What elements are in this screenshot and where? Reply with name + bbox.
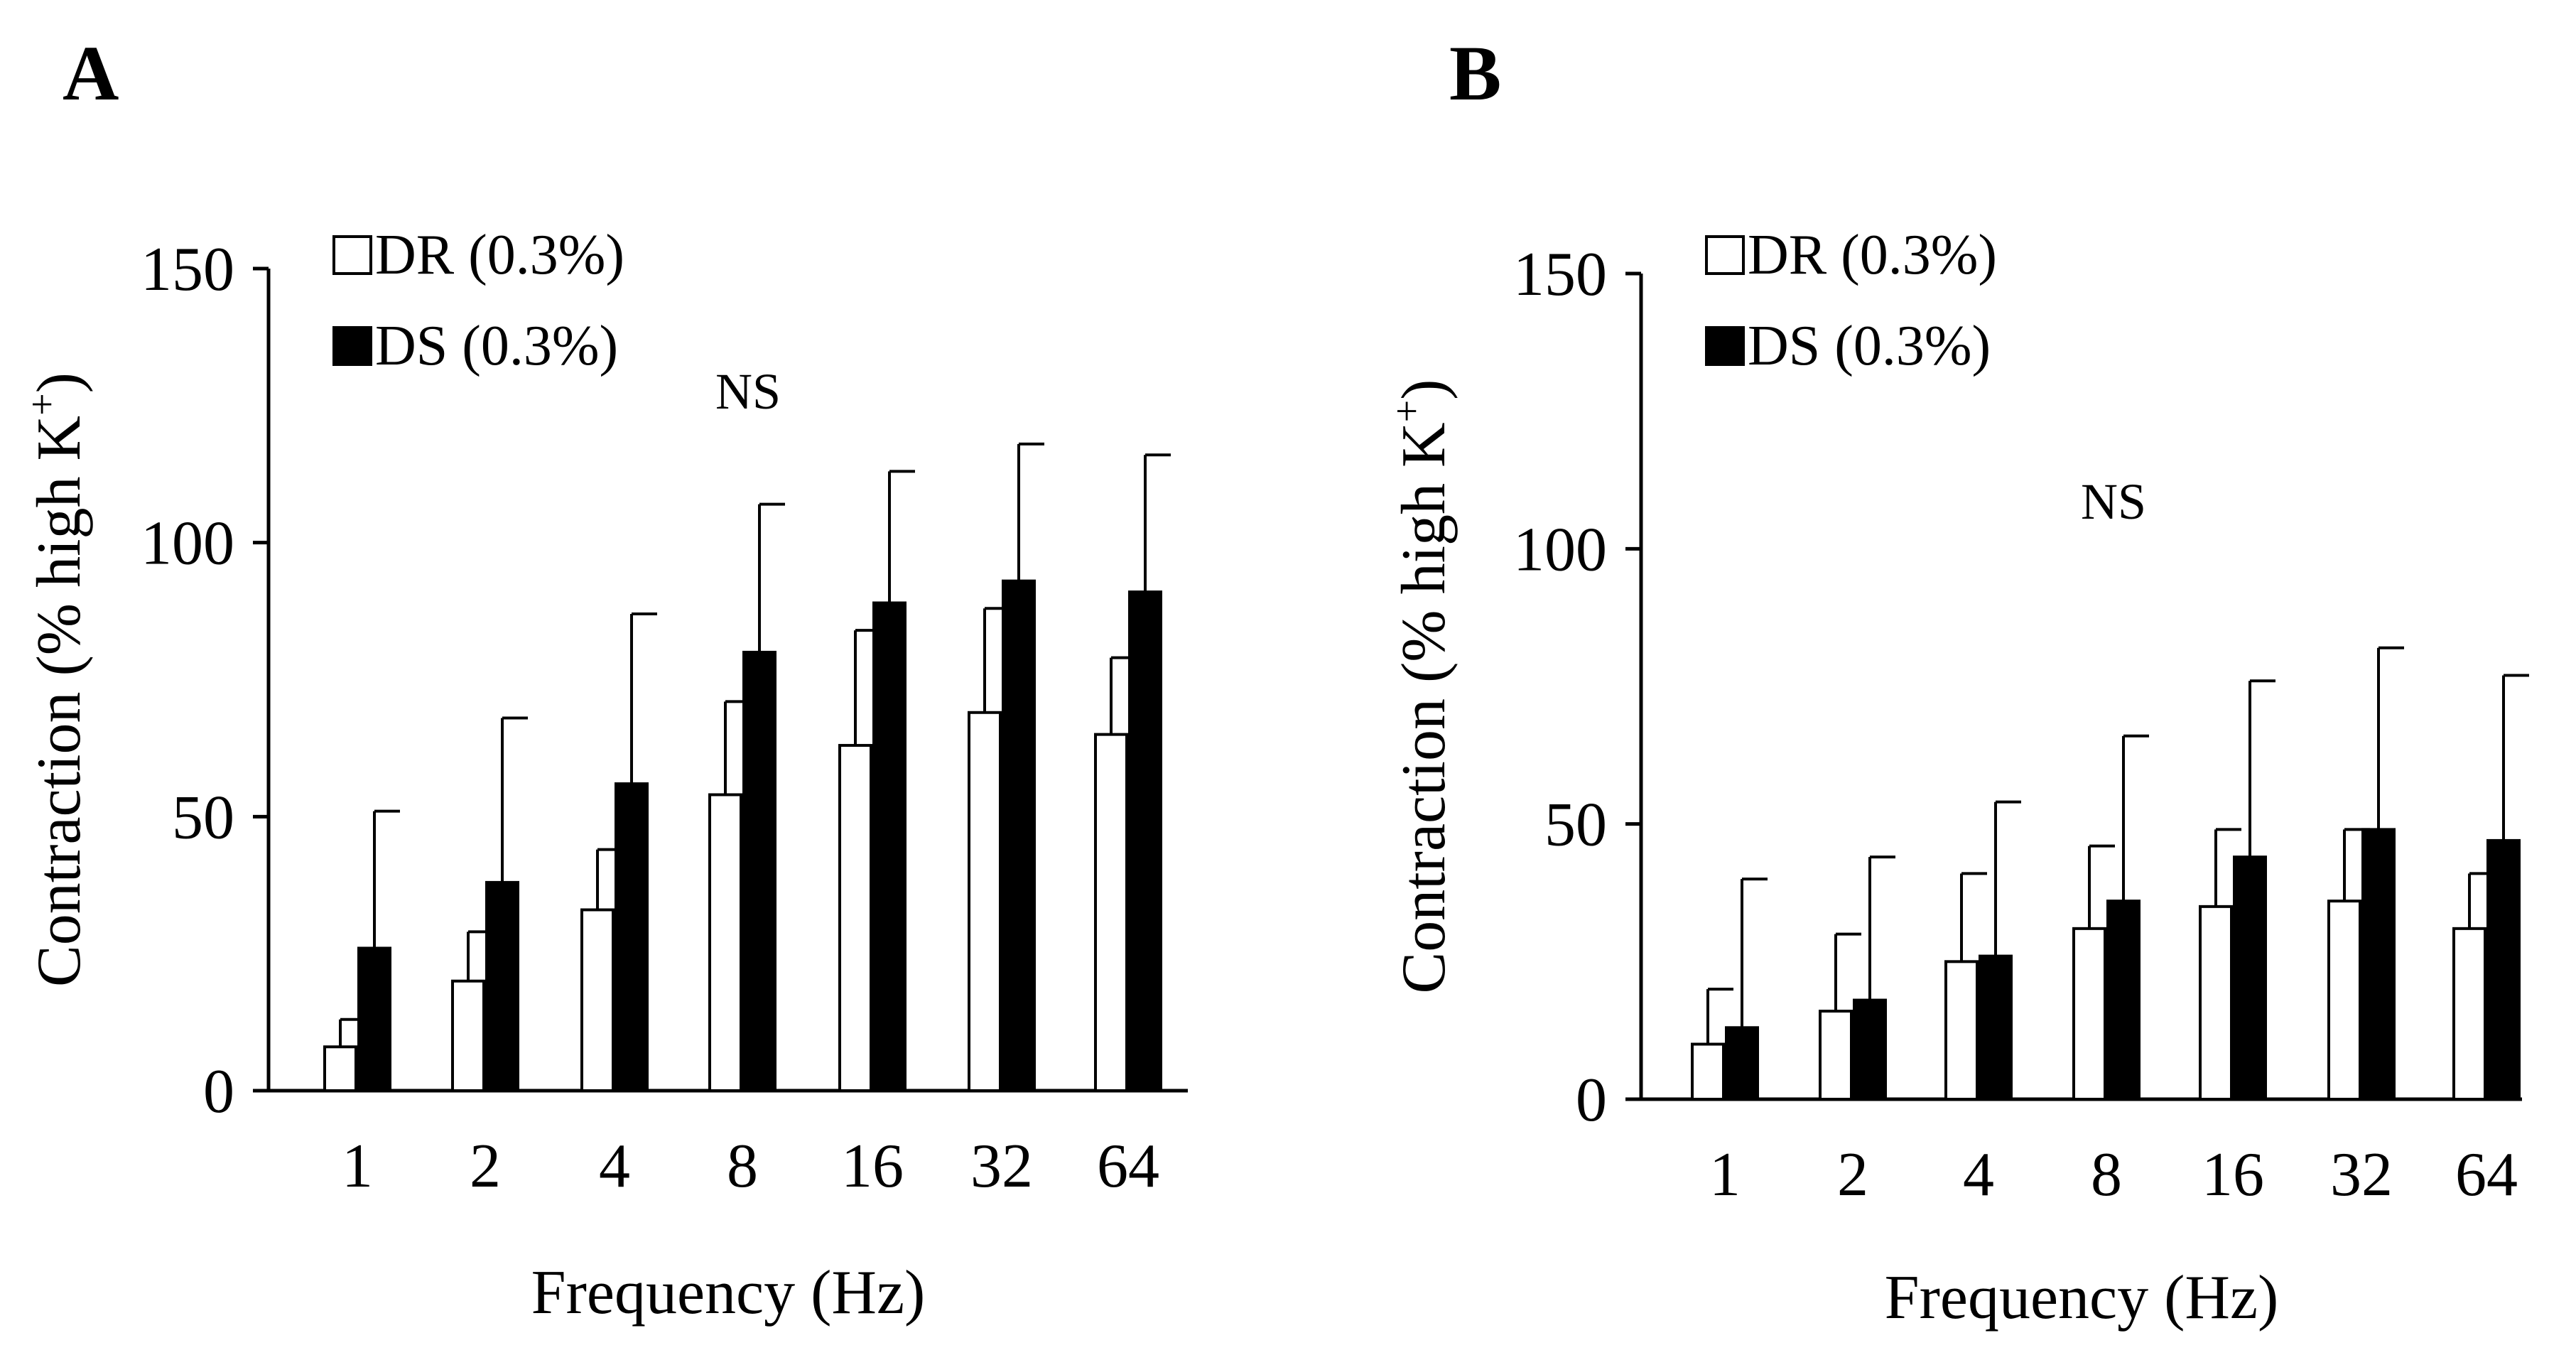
bar-ds-64hz: [1128, 590, 1162, 1092]
bar-ds-32hz: [1002, 579, 1036, 1092]
bar-dr-4hz: [580, 908, 615, 1092]
bar-dr-32hz: [2327, 900, 2361, 1101]
bar-dr-8hz: [708, 793, 742, 1092]
bar-ds-8hz: [742, 650, 776, 1092]
bar-dr-64hz: [2452, 927, 2486, 1101]
bar-ds-2hz: [485, 880, 519, 1092]
panel-a: A 0 50 100 150 1 2 4 8 16 32 64 DR (0.3%) DS (0.3%) NS…: [21, 30, 1188, 1327]
x-axis-title: Frequency (Hz): [531, 1258, 926, 1327]
x-tick-label: 32: [970, 1132, 1033, 1201]
bar-ds-1hz: [1725, 1026, 1759, 1101]
bar-dr-16hz: [2199, 905, 2233, 1101]
bar-dr-1hz: [323, 1045, 357, 1092]
bar-ds-1hz: [357, 946, 391, 1093]
y-tick-label: 100: [141, 509, 234, 578]
legend-label-ds: DS (0.3%): [1748, 315, 1991, 377]
y-axis-title-main: Contraction (% high K: [1390, 422, 1459, 993]
bar-ds-4hz: [1979, 954, 2013, 1101]
panel-a-letter: A: [63, 30, 119, 117]
bar-ds-32hz: [2361, 828, 2396, 1101]
x-tick-label: 8: [727, 1132, 758, 1201]
y-axis-title-close: ): [25, 372, 94, 393]
bar-dr-4hz: [1944, 960, 1979, 1101]
x-tick-label: 2: [470, 1132, 501, 1201]
x-tick-label: 32: [2330, 1140, 2393, 1209]
ns-annotation: NS: [715, 363, 781, 420]
bar-ds-64hz: [2486, 838, 2521, 1101]
legend-swatch-dr: [1705, 235, 1745, 275]
bar-dr-64hz: [1094, 733, 1128, 1092]
y-axis-title-main: Contraction (% high K: [25, 416, 94, 987]
x-tick-label: 2: [1837, 1140, 1868, 1209]
legend-swatch-ds: [332, 326, 372, 366]
y-axis-title: Contraction (% high K+): [1385, 379, 1459, 994]
x-tick-label: 8: [2091, 1140, 2122, 1209]
bar-dr-32hz: [968, 711, 1002, 1092]
y-tick-label: 0: [203, 1057, 234, 1126]
y-axis-title-superscript: +: [1385, 400, 1429, 423]
x-tick-label: 4: [599, 1132, 630, 1201]
bar-dr-8hz: [2072, 927, 2106, 1101]
legend-label-dr: DR (0.3%): [1748, 224, 1997, 286]
bar-dr-16hz: [838, 744, 872, 1093]
bar-dr-2hz: [1819, 1010, 1853, 1101]
y-tick-label: 150: [1513, 240, 1607, 309]
legend-label-ds: DS (0.3%): [375, 315, 618, 377]
legend-swatch-dr: [332, 235, 372, 275]
x-tick-label: 1: [342, 1132, 373, 1201]
x-axis-title: Frequency (Hz): [1885, 1263, 2279, 1332]
bar-dr-2hz: [451, 979, 485, 1092]
y-tick-label: 100: [1513, 515, 1607, 584]
y-axis-title-superscript: +: [21, 393, 65, 416]
y-tick-label: 0: [1576, 1066, 1607, 1135]
bar-ds-8hz: [2106, 900, 2141, 1101]
x-tick-label: 64: [1097, 1132, 1159, 1201]
legend-swatch-ds: [1705, 326, 1745, 366]
x-tick-label: 1: [1709, 1140, 1741, 1209]
panel-b: B 0 50 100 150 1 2 4 8 16 32 64 DR (0.3%) DS (0.3%) NS…: [1385, 30, 2529, 1332]
x-tick-label: 16: [2202, 1140, 2264, 1209]
y-tick-label: 50: [172, 783, 234, 852]
ns-annotation: NS: [2081, 473, 2146, 530]
y-tick-label: 50: [1544, 791, 1607, 860]
bar-ds-4hz: [615, 782, 649, 1092]
y-axis-title-close: ): [1390, 379, 1459, 400]
bar-ds-2hz: [1853, 998, 1887, 1101]
bar-ds-16hz: [872, 601, 907, 1092]
legend-label-dr: DR (0.3%): [375, 224, 624, 286]
x-tick-label: 16: [841, 1132, 904, 1201]
panel-b-letter: B: [1449, 30, 1501, 117]
y-tick-label: 150: [141, 235, 234, 304]
x-tick-label: 64: [2455, 1140, 2518, 1209]
bar-dr-1hz: [1691, 1042, 1725, 1101]
bar-ds-16hz: [2233, 855, 2267, 1101]
x-tick-label: 4: [1963, 1140, 1994, 1209]
y-axis-title: Contraction (% high K+): [21, 372, 94, 987]
